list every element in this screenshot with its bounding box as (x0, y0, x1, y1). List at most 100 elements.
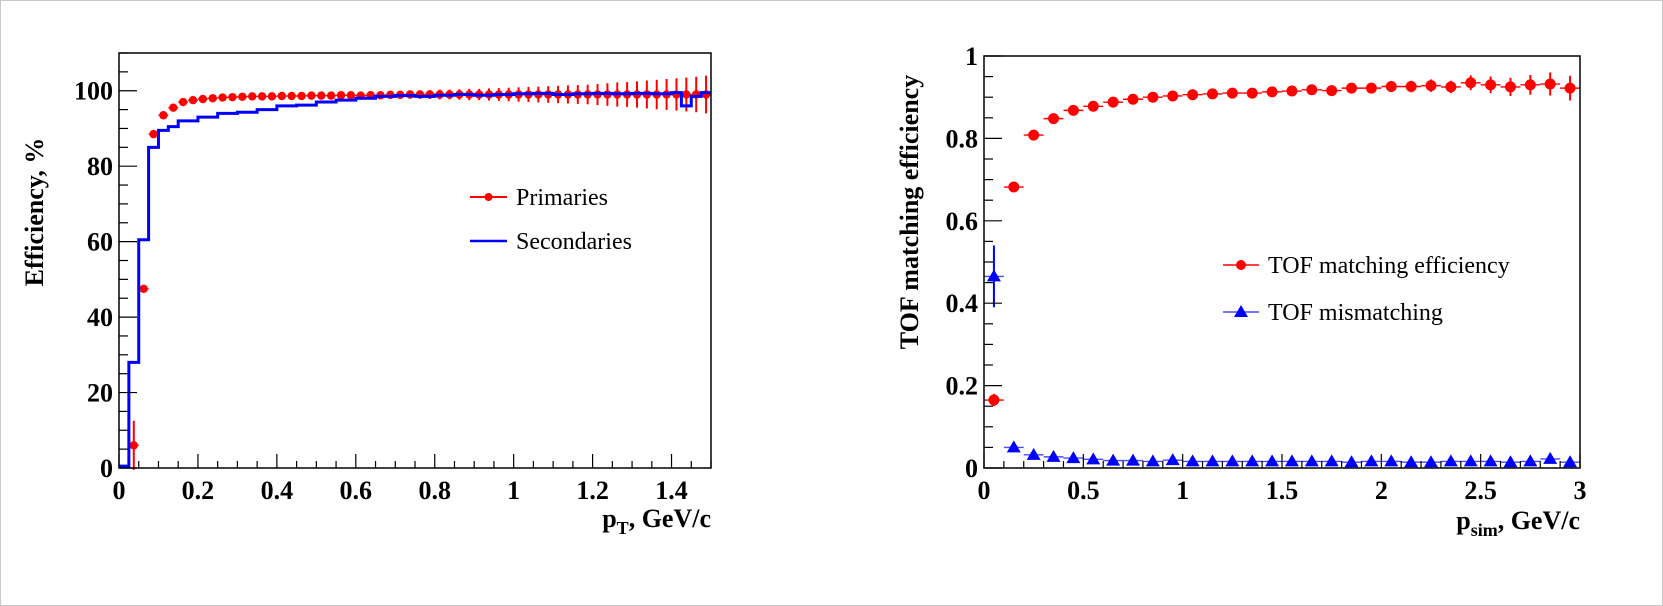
x-tick-label: 1 (507, 476, 520, 505)
legend-item-matching: TOF matching efficiency (1223, 253, 1510, 279)
data-point-tof-mismatching (1500, 455, 1521, 468)
data-point-tof-mismatching (1162, 453, 1183, 466)
y-tick-label: 80 (87, 152, 113, 181)
x-tick-label: 2 (1375, 476, 1388, 505)
data-marker-circle (228, 92, 237, 102)
data-marker-triangle (1483, 454, 1498, 467)
data-point-tof-mismatching (1182, 454, 1203, 467)
x-tick-label: 0.6 (340, 476, 373, 505)
data-point-tof-matching-efficiency (1003, 181, 1024, 193)
data-marker-triangle (1503, 455, 1518, 468)
data-marker-circle (1246, 87, 1258, 99)
data-marker-circle (1385, 80, 1397, 92)
data-marker-circle (277, 91, 286, 101)
data-marker-circle (129, 441, 138, 450)
data-marker-circle (1266, 86, 1278, 98)
data-point-tof-mismatching (1103, 453, 1124, 466)
legend-marker-mismatching (1234, 305, 1248, 317)
data-point-tof-mismatching (1083, 452, 1104, 465)
data-point-primaries (306, 91, 317, 100)
data-marker-triangle (1145, 454, 1160, 467)
data-marker-triangle (1086, 452, 1101, 465)
data-point-primaries (237, 92, 248, 101)
x-tick-label: 1 (1176, 476, 1189, 505)
x-tick-label: 0.8 (418, 476, 451, 505)
data-marker-circle (238, 92, 247, 101)
data-marker-triangle (1026, 447, 1041, 460)
data-point-primaries (316, 91, 327, 100)
data-point-tof-matching-efficiency (1520, 74, 1541, 95)
data-point-tof-mismatching (1202, 454, 1223, 467)
y-tick-label: 1 (965, 42, 978, 71)
data-marker-triangle (1563, 455, 1578, 468)
data-point-tof-mismatching (1023, 447, 1044, 460)
data-marker-triangle (1324, 454, 1339, 467)
data-point-primaries (345, 91, 356, 100)
data-point-tof-matching-efficiency (1480, 76, 1501, 94)
data-marker-triangle (1265, 454, 1280, 467)
data-point-tof-mismatching (1341, 455, 1362, 468)
y-tick-label: 40 (87, 303, 113, 332)
data-marker-circle (1326, 85, 1338, 97)
data-point-tof-matching-efficiency (1440, 80, 1461, 94)
y-tick-label: 0.4 (946, 289, 979, 318)
data-marker-circle (1226, 87, 1238, 99)
data-marker-circle (1445, 81, 1457, 93)
data-marker-triangle (1384, 454, 1399, 467)
y-tick-label: 0.6 (946, 207, 979, 236)
data-marker-circle (1048, 113, 1060, 125)
data-marker-triangle (1046, 449, 1061, 462)
data-point-tof-matching-efficiency (1381, 80, 1402, 92)
data-point-tof-matching-efficiency (1182, 89, 1203, 101)
data-point-tof-matching-efficiency (1560, 75, 1580, 101)
x-tick-label: 0 (978, 476, 991, 505)
data-point-primaries (168, 103, 179, 112)
data-point-primaries (128, 420, 139, 470)
legend: Primaries Secondaries (470, 185, 632, 255)
data-point-primaries (138, 284, 149, 293)
y-tick-label: 0.2 (946, 372, 979, 401)
data-point-tof-mismatching (1003, 440, 1024, 453)
data-point-tof-matching-efficiency (1321, 85, 1342, 97)
data-point-tof-matching-efficiency (1242, 87, 1263, 99)
y-tick-label: 0.8 (946, 124, 979, 153)
data-point-tof-mismatching (1242, 454, 1263, 467)
data-point-primaries (276, 91, 287, 101)
data-point-tof-matching-efficiency (1361, 82, 1382, 94)
data-marker-circle (198, 94, 208, 104)
data-point-tof-mismatching (1282, 454, 1302, 467)
data-point-tof-matching-efficiency (1262, 86, 1282, 98)
data-marker-triangle (1463, 454, 1478, 467)
x-axis-title: psim, GeV/c (1456, 506, 1580, 540)
data-point-primaries (257, 92, 267, 101)
data-point-tof-matching-efficiency (1401, 80, 1422, 93)
data-point-tof-matching-efficiency (1421, 79, 1441, 92)
x-tick-label: 2.5 (1464, 476, 1497, 505)
data-point-tof-matching-efficiency (1023, 129, 1044, 141)
data-point-primaries (188, 95, 198, 105)
data-marker-triangle (1404, 455, 1419, 468)
x-tick-label: 1.5 (1266, 476, 1299, 505)
legend-label-mismatching: TOF mismatching (1268, 300, 1443, 326)
data-marker-triangle (1304, 454, 1319, 467)
data-marker-circle (1087, 100, 1099, 112)
data-point-tof-matching-efficiency (1043, 113, 1064, 125)
data-point-tof-matching-efficiency (984, 393, 1004, 407)
data-point-tof-mismatching (1421, 455, 1441, 468)
data-marker-circle (1127, 93, 1139, 105)
data-point-tof-matching-efficiency (1162, 90, 1183, 102)
data-point-tof-mismatching (1540, 451, 1561, 464)
data-marker-triangle (1245, 454, 1260, 467)
data-point-tof-mismatching (1063, 451, 1084, 464)
data-marker-circle (988, 394, 1000, 406)
data-marker-triangle (1424, 455, 1438, 468)
x-tick-label: 0.2 (182, 476, 215, 505)
data-point-tof-matching-efficiency (1282, 85, 1302, 97)
data-marker-circle (208, 94, 217, 103)
data-point-tof-mismatching (1520, 454, 1541, 467)
data-marker-circle (1405, 80, 1417, 92)
data-point-primaries (227, 92, 238, 102)
data-point-tof-matching-efficiency (1083, 100, 1104, 112)
data-point-primaries (296, 91, 307, 101)
data-marker-circle (1504, 81, 1516, 93)
